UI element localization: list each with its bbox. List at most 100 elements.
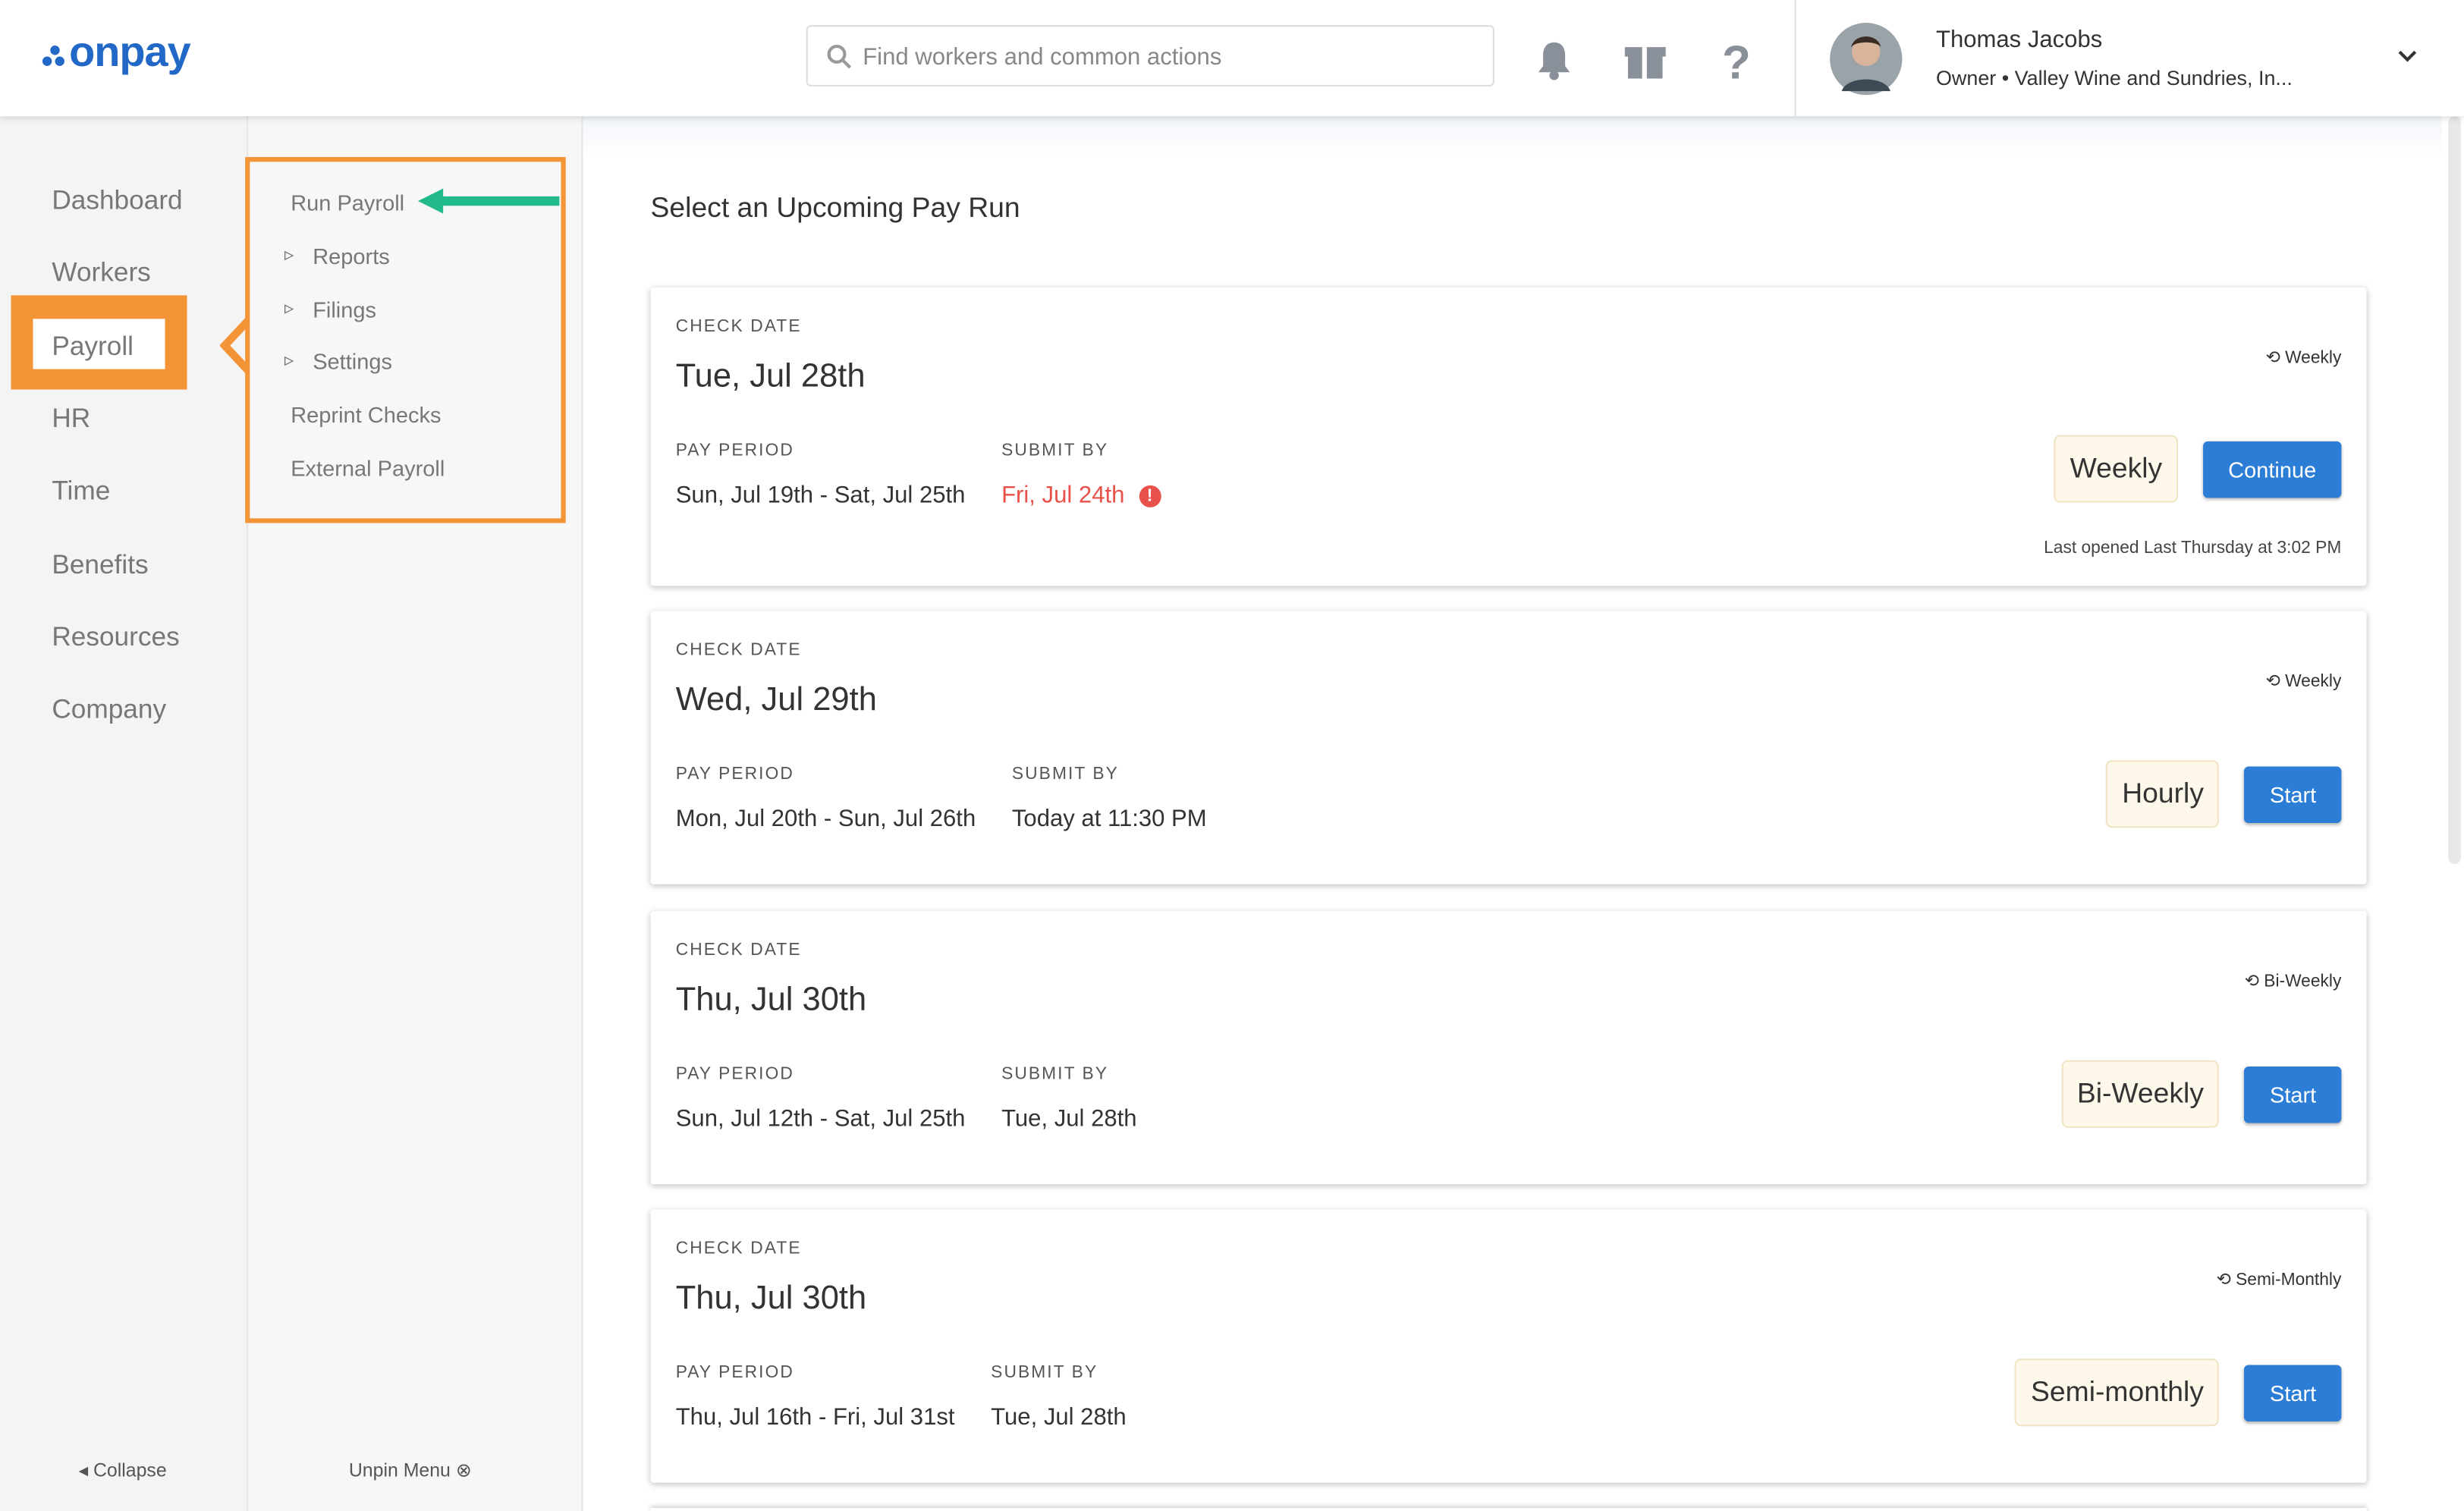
top-fade — [583, 116, 2442, 158]
card-details: PAY PERIOD Mon, Jul 20th - Sun, Jul 26th S… — [676, 765, 1207, 832]
pay-type-badge: Semi-monthly — [2015, 1359, 2220, 1427]
frequency: ⟲ Weekly — [2265, 672, 2342, 692]
submit-by: SUBMIT BY Tue, Jul 28th — [991, 1363, 1126, 1431]
card-details: PAY PERIOD Thu, Jul 16th - Fri, Jul 31st S… — [676, 1363, 1127, 1431]
repeat-icon: ⟲ — [2216, 1271, 2236, 1290]
active-item-bg — [33, 319, 165, 369]
submit-by-label: SUBMIT BY — [991, 1363, 1098, 1383]
scrollbar[interactable] — [2448, 116, 2461, 864]
nav-item[interactable]: HR — [52, 403, 91, 434]
submit-by-value: Tue, Jul 28th — [991, 1404, 1127, 1431]
frequency: ⟲ Semi-Monthly — [2216, 1271, 2342, 1290]
unpin-label[interactable]: Unpin Menu — [348, 1459, 451, 1481]
header-icons[interactable]: ? — [1534, 38, 1770, 82]
submenu-item[interactable]: Reprint Checks — [291, 402, 442, 428]
active-pointer — [219, 317, 252, 374]
submenu-item[interactable]: ▹ Reports — [284, 243, 390, 269]
repeat-icon: ⟲ — [2244, 972, 2264, 991]
pay-type-badge: Hourly — [2106, 760, 2220, 828]
user-name: Thomas Jacobs — [1935, 27, 2103, 54]
pay-run-card: CHECK DATE Thu, Jul 30th ⟲ Semi-Monthly PAY… — [650, 1209, 2367, 1483]
nav-item[interactable]: Resources — [52, 621, 180, 652]
pay-period-value: Sun, Jul 19th - Sat, Jul 25th — [675, 482, 966, 509]
nav-item[interactable]: Benefits — [52, 548, 149, 580]
pay-period-label: PAY PERIOD — [675, 1064, 794, 1084]
search-box[interactable]: Find workers and common actions — [806, 25, 1494, 86]
submit-by-value: Today at 11:30 PM — [1011, 806, 1207, 833]
logo-dots — [42, 46, 64, 66]
repeat-icon: ⟲ — [2265, 348, 2286, 368]
pay-run-card: CHECK DATE Tue, Jul 28th ⟲ Weekly PAY PERIO… — [650, 287, 2367, 586]
submenu-highlight — [245, 157, 566, 523]
check-date: Tue, Jul 28th — [675, 358, 866, 394]
pay-period: PAY PERIOD Thu, Jul 16th - Fri, Jul 31st — [676, 1363, 955, 1431]
action-button[interactable]: Start — [2244, 1364, 2342, 1421]
submenu: Unpin Menu ⊗ Run Payroll ▹ Reports ▹ Filings… — [245, 116, 583, 1511]
nav-item[interactable]: Time — [52, 476, 111, 507]
pay-period: PAY PERIOD Sun, Jul 19th - Sat, Jul 25th — [676, 441, 966, 509]
collapse-label[interactable]: Collapse — [93, 1459, 167, 1481]
pay-period: PAY PERIOD Sun, Jul 12th - Sat, Jul 25th — [676, 1065, 966, 1132]
action-button[interactable]: Start — [2244, 765, 2342, 823]
next-card-edge — [651, 1508, 2367, 1511]
logo[interactable]: onpay — [69, 28, 191, 76]
pay-type-badge: Weekly — [2054, 435, 2178, 503]
submit-by-label: SUBMIT BY — [1001, 441, 1109, 460]
search-placeholder: Find workers and common actions — [863, 43, 1222, 71]
collapse[interactable]: ◂ Collapse — [78, 1459, 167, 1481]
card-actions: Hourly Start — [2106, 760, 2342, 828]
pay-period: PAY PERIOD Mon, Jul 20th - Sun, Jul 26th — [676, 765, 976, 832]
avatar[interactable] — [1829, 22, 1903, 96]
svg-text:?: ? — [1722, 38, 1751, 82]
submenu-item[interactable]: Run Payroll — [291, 190, 405, 215]
check-date-label: CHECK DATE — [675, 1239, 802, 1258]
pay-type-badge: Bi-Weekly — [2061, 1060, 2220, 1128]
main: Select an Upcoming Pay Run CHECK DATE Tue… — [583, 116, 2464, 1511]
nav-item[interactable]: Company — [52, 694, 167, 724]
action-button[interactable]: Continue — [2203, 440, 2342, 498]
unpin[interactable]: Unpin Menu ⊗ — [348, 1459, 472, 1481]
submit-by-label: SUBMIT BY — [1001, 1064, 1109, 1084]
action-button[interactable]: Start — [2244, 1065, 2342, 1123]
pay-period-label: PAY PERIOD — [675, 1363, 794, 1383]
expand-icon[interactable]: ▹ — [284, 296, 294, 319]
pay-period-value: Mon, Jul 20th - Sun, Jul 26th — [675, 806, 976, 833]
pay-period-value: Thu, Jul 16th - Fri, Jul 31st — [675, 1404, 955, 1431]
divider — [1794, 0, 1796, 117]
card-actions: Bi-Weekly Start — [2061, 1060, 2342, 1128]
sidebar: ◂ Collapse Dashboard Workers Payroll HR Time… — [0, 116, 252, 1511]
pay-run-card: CHECK DATE Wed, Jul 29th ⟲ Weekly PAY PERIO… — [650, 611, 2367, 884]
submit-by-value: Fri, Jul 24th! — [1001, 482, 1161, 509]
card-details: PAY PERIOD Sun, Jul 19th - Sat, Jul 25th S… — [676, 441, 1161, 509]
nav-item[interactable]: Workers — [52, 258, 151, 288]
submenu-item[interactable]: ▹ Filings — [284, 296, 377, 322]
pay-run-card: CHECK DATE Thu, Jul 30th ⟲ Bi-Weekly PAY PE… — [650, 911, 2367, 1185]
search-icon — [827, 45, 852, 69]
check-date-label: CHECK DATE — [675, 640, 802, 660]
submit-by-label: SUBMIT BY — [1011, 765, 1119, 784]
submit-by: SUBMIT BY Tue, Jul 28th — [1001, 1065, 1136, 1132]
card-details: PAY PERIOD Sun, Jul 12th - Sat, Jul 25th S… — [676, 1065, 1137, 1132]
nav-item[interactable]: Payroll — [52, 331, 134, 361]
header: onpay Find workers and common actions ? … — [0, 0, 2464, 117]
pay-period-value: Sun, Jul 12th - Sat, Jul 25th — [675, 1105, 966, 1132]
expand-icon[interactable]: ▹ — [284, 349, 294, 372]
heading: Select an Upcoming Pay Run — [650, 191, 1020, 224]
check-date: Thu, Jul 30th — [675, 982, 867, 1018]
expand-icon[interactable]: ▹ — [284, 243, 294, 265]
warning-icon: ! — [1139, 485, 1161, 507]
user-menu-chevron[interactable] — [2398, 50, 2417, 63]
nav-item[interactable]: Dashboard — [52, 185, 183, 215]
submenu-item[interactable]: ▹ Settings — [284, 349, 393, 375]
last-opened: Last opened Last Thursday at 3:02 PM — [2044, 539, 2342, 558]
check-date-label: CHECK DATE — [675, 941, 802, 960]
submit-by-value: Tue, Jul 28th — [1001, 1105, 1137, 1132]
repeat-icon: ⟲ — [2265, 672, 2286, 692]
frequency: ⟲ Weekly — [2265, 348, 2342, 368]
check-date: Wed, Jul 29th — [675, 681, 877, 718]
card-actions: Weekly Continue — [2054, 435, 2342, 503]
check-date-label: CHECK DATE — [675, 317, 802, 337]
submenu-item[interactable]: External Payroll — [291, 455, 445, 481]
